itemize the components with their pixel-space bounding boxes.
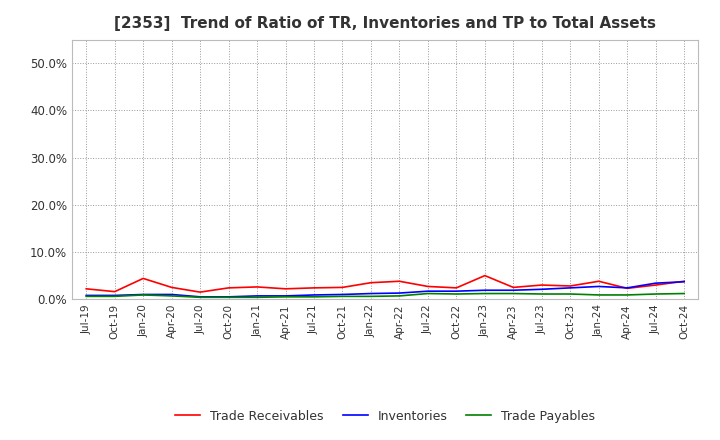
Trade Payables	[253, 295, 261, 300]
Trade Receivables	[338, 285, 347, 290]
Inventories	[338, 292, 347, 297]
Trade Payables	[167, 293, 176, 298]
Trade Payables	[537, 291, 546, 297]
Inventories	[225, 294, 233, 300]
Inventories	[282, 293, 290, 298]
Trade Payables	[595, 292, 603, 297]
Inventories	[196, 294, 204, 300]
Trade Receivables	[196, 290, 204, 295]
Trade Receivables	[680, 279, 688, 284]
Inventories	[423, 289, 432, 294]
Trade Payables	[82, 294, 91, 299]
Trade Receivables	[167, 285, 176, 290]
Trade Receivables	[253, 284, 261, 290]
Trade Payables	[423, 291, 432, 296]
Trade Payables	[366, 294, 375, 299]
Inventories	[480, 288, 489, 293]
Trade Payables	[652, 291, 660, 297]
Inventories	[366, 291, 375, 296]
Trade Payables	[139, 292, 148, 297]
Trade Receivables	[423, 284, 432, 289]
Inventories	[139, 292, 148, 297]
Trade Payables	[282, 294, 290, 300]
Trade Receivables	[310, 285, 318, 290]
Trade Receivables	[366, 280, 375, 285]
Trade Receivables	[480, 273, 489, 278]
Inventories	[253, 293, 261, 298]
Trade Payables	[395, 293, 404, 298]
Trade Payables	[566, 291, 575, 297]
Trade Receivables	[623, 286, 631, 291]
Inventories	[652, 281, 660, 286]
Inventories	[537, 286, 546, 292]
Trade Payables	[225, 295, 233, 300]
Trade Receivables	[652, 282, 660, 288]
Trade Receivables	[566, 283, 575, 289]
Trade Receivables	[282, 286, 290, 291]
Trade Receivables	[139, 276, 148, 281]
Inventories	[509, 288, 518, 293]
Inventories	[310, 292, 318, 297]
Trade Receivables	[82, 286, 91, 291]
Trade Receivables	[509, 285, 518, 290]
Trade Receivables	[225, 285, 233, 290]
Trade Receivables	[595, 279, 603, 284]
Trade Payables	[509, 291, 518, 296]
Trade Payables	[623, 292, 631, 297]
Title: [2353]  Trend of Ratio of TR, Inventories and TP to Total Assets: [2353] Trend of Ratio of TR, Inventories…	[114, 16, 656, 32]
Inventories	[566, 285, 575, 290]
Inventories	[680, 279, 688, 284]
Inventories	[167, 292, 176, 297]
Legend: Trade Receivables, Inventories, Trade Payables: Trade Receivables, Inventories, Trade Pa…	[170, 405, 600, 428]
Line: Inventories: Inventories	[86, 282, 684, 297]
Trade Payables	[452, 291, 461, 297]
Inventories	[395, 290, 404, 296]
Inventories	[452, 289, 461, 294]
Trade Receivables	[537, 282, 546, 288]
Trade Payables	[196, 295, 204, 300]
Line: Trade Receivables: Trade Receivables	[86, 275, 684, 292]
Trade Payables	[338, 294, 347, 299]
Inventories	[82, 293, 91, 298]
Inventories	[595, 284, 603, 289]
Line: Trade Payables: Trade Payables	[86, 293, 684, 297]
Trade Payables	[110, 294, 119, 299]
Trade Payables	[680, 291, 688, 296]
Inventories	[623, 285, 631, 290]
Trade Payables	[310, 294, 318, 300]
Trade Receivables	[452, 285, 461, 290]
Inventories	[110, 293, 119, 298]
Trade Receivables	[395, 279, 404, 284]
Trade Payables	[480, 291, 489, 296]
Trade Receivables	[110, 289, 119, 294]
